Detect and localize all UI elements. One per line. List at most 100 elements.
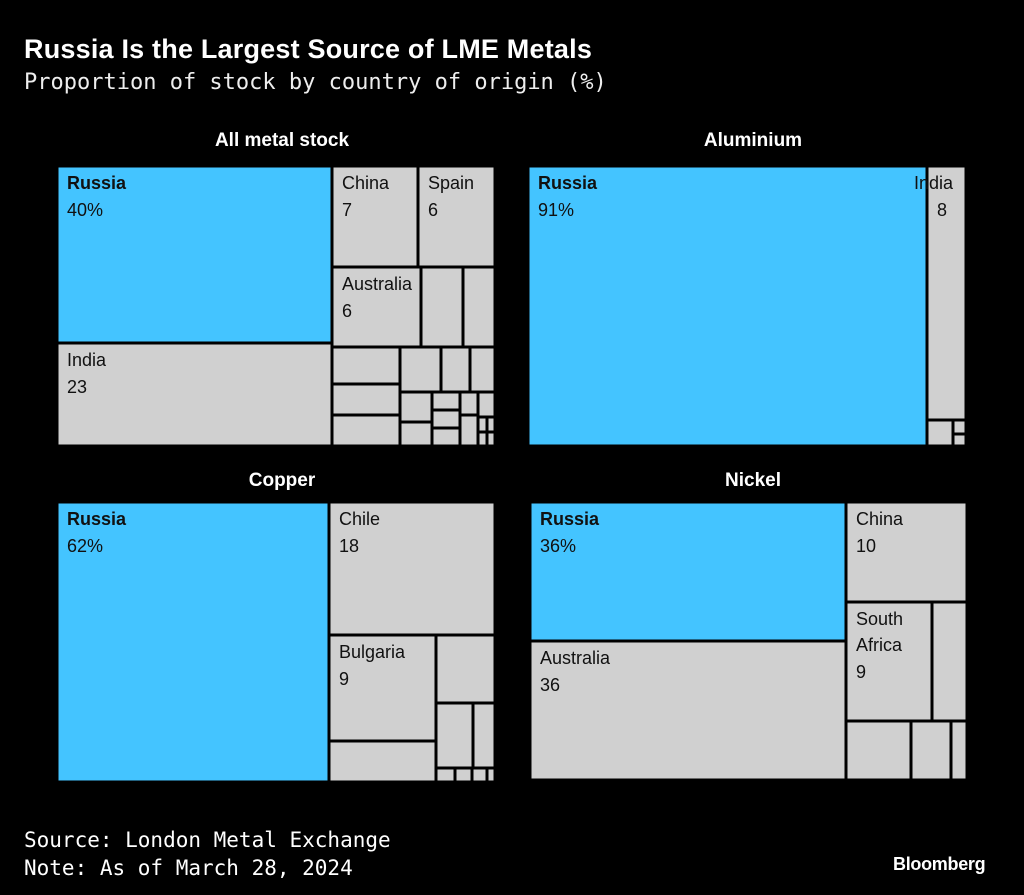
tile-rect xyxy=(925,418,955,448)
tile-rect xyxy=(327,500,497,637)
tile-rect xyxy=(461,265,497,349)
tile-rect xyxy=(330,345,402,386)
tile-label: Africa xyxy=(856,635,903,655)
treemap-tile-russia: Russia 91% xyxy=(526,164,929,448)
treemap-tile-unlabeled xyxy=(434,701,475,770)
tile-label: Australia xyxy=(540,648,611,668)
tile-rect xyxy=(468,345,497,394)
treemap-tile-unlabeled xyxy=(398,345,443,394)
panel-title-all: All metal stock xyxy=(214,130,350,151)
treemap-tile-unlabeled xyxy=(844,719,913,782)
tile-rect xyxy=(55,500,331,784)
panel-title-aluminium: Aluminium xyxy=(703,130,803,151)
tile-value: 9 xyxy=(339,669,349,689)
tile-rect xyxy=(330,382,402,417)
tile-rect xyxy=(844,600,934,723)
tile-label: China xyxy=(342,173,390,193)
tile-value: 23 xyxy=(67,377,87,397)
tile-label: India xyxy=(914,173,954,193)
tile-label: Russia xyxy=(67,173,127,193)
tile-rect xyxy=(930,600,969,723)
tile-value: 9 xyxy=(856,662,866,682)
tile-rect xyxy=(55,164,334,345)
tile-label: India xyxy=(67,350,107,370)
treemap-tile-unlabeled xyxy=(471,701,497,770)
tile-rect xyxy=(951,418,968,436)
tile-value: 91% xyxy=(538,200,574,220)
tile-rect xyxy=(844,719,913,782)
treemap-tile-unlabeled xyxy=(434,633,497,705)
tile-rect xyxy=(528,500,848,643)
tile-value: 6 xyxy=(342,301,352,321)
treemap-tile-india: India 23 xyxy=(55,341,334,448)
treemap-tile-unlabeled xyxy=(951,418,968,436)
treemap-tile-unlabeled xyxy=(439,345,472,394)
treemap-tile-unlabeled xyxy=(485,766,497,784)
tile-rect xyxy=(485,415,497,434)
treemap-tile-unlabeled xyxy=(419,265,465,349)
panel-title-copper: Copper xyxy=(248,470,316,491)
tile-rect xyxy=(949,719,969,782)
tile-rect xyxy=(398,390,434,424)
tile-rect xyxy=(470,766,489,784)
tile-label: Australia xyxy=(342,274,413,294)
treemap-tile-unlabeled xyxy=(330,345,402,386)
tile-value: 6 xyxy=(428,200,438,220)
treemap-tile-unlabeled xyxy=(434,766,457,784)
treemap-tile-unlabeled xyxy=(453,766,474,784)
chart-subtitle: Proportion of stock by country of origin… xyxy=(24,70,607,95)
bloomberg-logo: Bloomberg xyxy=(893,854,986,874)
treemap-tile-unlabeled xyxy=(458,413,480,448)
tile-rect xyxy=(434,701,475,770)
tile-label: South xyxy=(856,609,903,629)
treemap-tile-chile: Chile 18 xyxy=(327,500,497,637)
tile-rect xyxy=(416,164,497,269)
treemap-tile-china: China 10 xyxy=(844,500,969,604)
tile-value: 62% xyxy=(67,536,103,556)
treemap-tile-unlabeled xyxy=(476,390,497,419)
treemap-tile-unlabeled xyxy=(398,390,434,424)
treemap-tile-russia: Russia 40% xyxy=(55,164,334,345)
treemap-tile-unlabeled xyxy=(909,719,953,782)
tile-rect xyxy=(439,345,472,394)
treemap-tile-unlabeled xyxy=(330,382,402,417)
treemap-tile-bulgaria: Bulgaria 9 xyxy=(327,633,438,743)
tile-rect xyxy=(458,390,480,417)
source-note: Source: London Metal Exchange xyxy=(24,828,391,852)
treemap-tile-unlabeled xyxy=(461,265,497,349)
treemap-tile-unlabeled xyxy=(430,408,462,430)
date-note: Note: As of March 28, 2024 xyxy=(24,856,353,880)
tile-label: Russia xyxy=(67,509,127,529)
tile-rect xyxy=(844,500,969,604)
treemap-tile-russia: Russia 62% xyxy=(55,500,331,784)
treemap-tile-unlabeled xyxy=(330,413,402,448)
tile-label: China xyxy=(856,509,904,529)
treemap-tile-australia: Australia 36 xyxy=(528,639,848,782)
treemap-tile-unlabeled xyxy=(949,719,969,782)
tile-rect xyxy=(471,701,497,770)
tile-rect xyxy=(485,766,497,784)
treemap-tile-unlabeled xyxy=(930,600,969,723)
tile-rect xyxy=(430,390,462,412)
tile-rect xyxy=(419,265,465,349)
tile-label: Spain xyxy=(428,173,474,193)
tile-rect xyxy=(327,739,438,784)
treemap-tile-unlabeled xyxy=(485,430,497,448)
treemap-tile-russia: Russia 36% xyxy=(528,500,848,643)
tile-value: 36 xyxy=(540,675,560,695)
treemap-tile-unlabeled xyxy=(430,426,462,448)
tile-rect xyxy=(909,719,953,782)
panel-title-nickel: Nickel xyxy=(725,470,781,491)
tile-rect xyxy=(330,413,402,448)
tile-rect xyxy=(485,430,497,448)
tile-rect xyxy=(430,408,462,430)
tile-value: 7 xyxy=(342,200,352,220)
treemap-tile-unlabeled xyxy=(430,390,462,412)
tile-value: 36% xyxy=(540,536,576,556)
tile-rect xyxy=(430,426,462,448)
tile-rect xyxy=(526,164,929,448)
tile-value: 40% xyxy=(67,200,103,220)
tile-rect xyxy=(951,432,968,448)
treemap-tile-unlabeled xyxy=(458,390,480,417)
